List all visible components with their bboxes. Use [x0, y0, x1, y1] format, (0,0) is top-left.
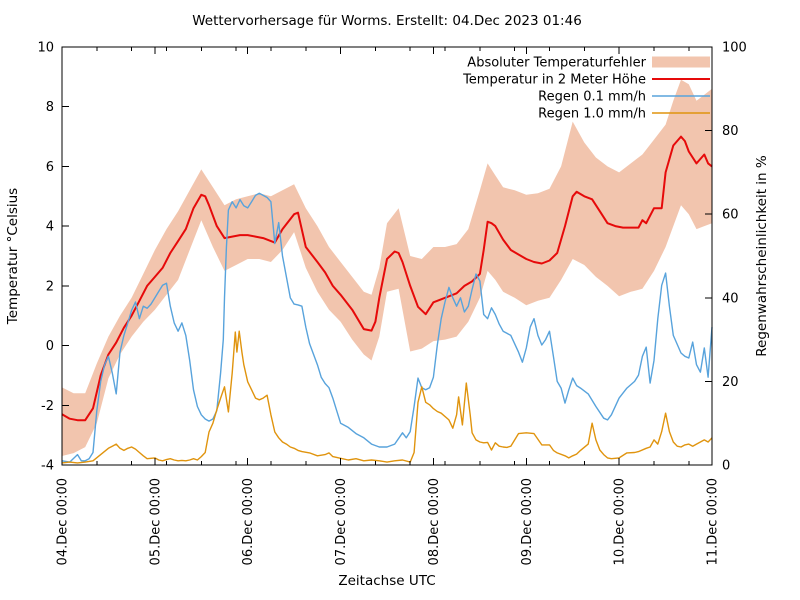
- x-tick-label: 04.Dec 00:00: [56, 478, 71, 565]
- x-tick-label: 06.Dec 00:00: [241, 478, 256, 565]
- y-right-tick-label: 60: [722, 208, 739, 223]
- y-left-tick-label: 4: [46, 220, 54, 235]
- y-right-tick-label: 80: [722, 124, 739, 139]
- y-left-tick-label: 0: [46, 339, 54, 354]
- legend-row: Temperatur in 2 Meter Höhe: [462, 73, 710, 88]
- y-left-tick-label: 6: [46, 160, 54, 175]
- y-right-tick-label: 40: [722, 291, 739, 306]
- y-axis-label-left: Temperatur °Celsius: [5, 188, 21, 325]
- x-tick-label: 08.Dec 00:00: [427, 478, 442, 565]
- x-tick-label: 07.Dec 00:00: [334, 478, 349, 565]
- plot-frame: [61, 46, 713, 466]
- axes-and-ticks: 04.Dec 00:00 05.Dec 00:00 06.Dec 00:00 07.D…: [37, 41, 746, 566]
- legend-row: Regen 1.0 mm/h: [538, 107, 710, 122]
- y-right-tick-label: 100: [722, 41, 747, 56]
- y-left-tick-label: -4: [41, 459, 54, 474]
- rain-10mm-line: [61, 330, 713, 464]
- y-left-tick-label: 8: [46, 100, 54, 115]
- x-tick-label: 11.Dec 00:00: [706, 478, 721, 565]
- y-axis-label-right: Regenwahrscheinlichkeit in %: [754, 155, 770, 357]
- y-right-tick-label: 20: [722, 375, 739, 390]
- legend-label: Absoluter Temperaturfehler: [467, 56, 646, 71]
- x-tick-label: 05.Dec 00:00: [148, 478, 163, 565]
- x-tick-label: 09.Dec 00:00: [520, 478, 535, 565]
- y-left-tick-label: 10: [37, 41, 54, 56]
- chart-title: Wettervorhersage für Worms. Erstellt: 04…: [192, 13, 582, 29]
- legend-row: Absoluter Temperaturfehler: [467, 56, 710, 71]
- x-tick-label: 10.Dec 00:00: [613, 478, 628, 565]
- rain-01mm-line: [61, 192, 713, 463]
- data-series-layer: [61, 135, 713, 464]
- legend-band-swatch: [652, 56, 710, 68]
- error-band-area: [62, 79, 712, 457]
- temperature-error-band: [62, 79, 712, 457]
- chart-legend: Absoluter Temperaturfehler Temperatur in …: [462, 56, 710, 122]
- legend-label: Temperatur in 2 Meter Höhe: [462, 73, 646, 88]
- legend-label: Regen 0.1 mm/h: [538, 90, 646, 105]
- y-left-tick-label: 2: [46, 279, 54, 294]
- temperature-line: [61, 135, 713, 422]
- x-axis-label: Zeitachse UTC: [338, 573, 435, 589]
- y-left-tick-label: -2: [41, 399, 54, 414]
- legend-label: Regen 1.0 mm/h: [538, 107, 646, 122]
- legend-row: Regen 0.1 mm/h: [538, 90, 710, 105]
- y-right-tick-label: 0: [722, 459, 730, 474]
